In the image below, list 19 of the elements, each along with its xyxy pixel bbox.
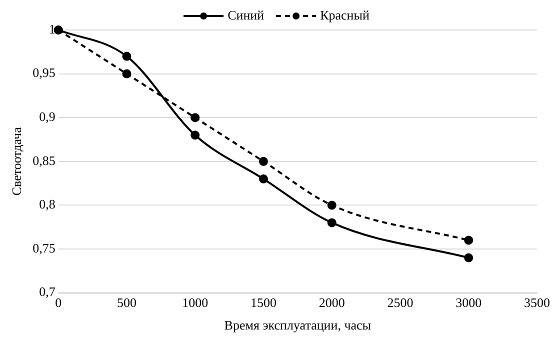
legend-label: Синий (228, 7, 264, 22)
y-tick-label: 0,8 (39, 196, 56, 212)
x-tick-label: 500 (116, 295, 136, 310)
x-tick-label: 1500 (250, 295, 276, 310)
y-tick-label: 0,85 (32, 152, 56, 168)
legend-label: Красный (320, 7, 370, 22)
y-axis-title: Светоотдача (9, 126, 24, 196)
y-tick-label: 1 (48, 21, 56, 36)
y-tick-label: 0,7 (39, 284, 56, 300)
x-tick-label: 3000 (456, 295, 482, 310)
x-tick-label: 2500 (387, 295, 414, 310)
x-axis-title: Время эксплуатации, часы (224, 318, 372, 333)
y-tick-label: 0,95 (32, 65, 56, 80)
y-tick-label: 0,75 (32, 240, 56, 256)
x-tick-label: 0 (55, 295, 62, 310)
x-tick-label: 2000 (318, 295, 345, 310)
x-tick-label: 1000 (182, 295, 208, 310)
x-tick-label: 3500 (524, 295, 550, 310)
y-tick-label: 0,9 (39, 109, 56, 124)
